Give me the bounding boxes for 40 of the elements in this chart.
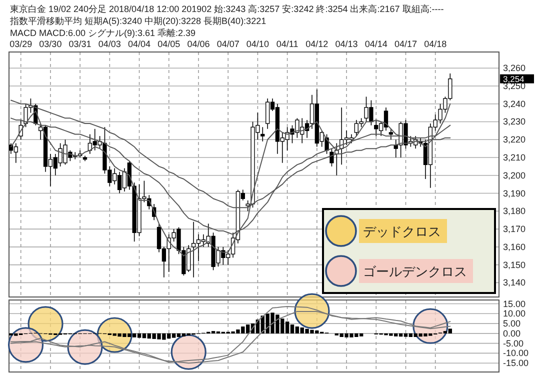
text: MACD MACD:6.00 シグナル(9):3.61 乖離:2.39 — [10, 28, 196, 38]
x-tick-label: 04/07 — [216, 39, 240, 49]
x-tick-label: 04/14 — [364, 39, 388, 49]
legend-label: デッドクロス — [363, 224, 441, 239]
x-tick-label: 04/03 — [98, 39, 121, 49]
y-tick-label: 5.00 — [503, 318, 521, 329]
y-tick-label: 3,150 — [503, 260, 526, 270]
chart-title: 東京白金 19/02 240分足 2018/04/18 12:00 201902 始:3243 高:3257 安:3242 終:3254 出来高:2167 取組高:---- — [10, 4, 444, 14]
legend-label: ゴールデンクロス — [363, 264, 467, 279]
y-tick-label: -10.00 — [503, 348, 529, 358]
x-tick-label: 03/30 — [39, 39, 62, 49]
y-tick-label: 3,170 — [503, 224, 526, 234]
x-tick-label: 04/11 — [276, 39, 298, 49]
y-tick-label: 3,200 — [503, 170, 526, 180]
text: 3,254 — [503, 74, 525, 84]
y-tick-label: 10.00 — [503, 308, 526, 319]
x-tick-label: 04/13 — [335, 39, 358, 49]
y-tick-label: 15.00 — [503, 298, 526, 309]
x-tick-label: 04/05 — [158, 39, 180, 49]
chart-subtitle: 指数平滑移動平均 短期A(5):3240 中期(20):3228 長期B(40):3221 — [9, 16, 266, 26]
y-tick-label: 3,190 — [503, 188, 526, 198]
x-tick-label: 04/04 — [128, 39, 151, 49]
y-tick-label: -15.00 — [503, 358, 529, 368]
y-tick-label: 3,230 — [503, 116, 526, 127]
y-tick-label: 3,210 — [503, 152, 526, 163]
x-tick-label: 03/31 — [68, 39, 92, 49]
x-tick-label: 04/18 — [424, 39, 447, 49]
y-tick-label: -5.00 — [503, 338, 524, 348]
y-tick-label: 3,240 — [503, 98, 526, 109]
x-tick-label: 03/29 — [10, 39, 32, 49]
x-tick-label: 04/17 — [394, 39, 418, 49]
y-tick-label: 3,140 — [503, 278, 526, 288]
y-tick-label: 3,220 — [503, 134, 526, 145]
y-tick-label: 3,260 — [503, 63, 526, 74]
y-tick-label: 3,180 — [503, 206, 526, 216]
x-tick-label: 04/10 — [246, 39, 269, 49]
x-tick-label: 04/06 — [187, 39, 210, 49]
x-tick-label: 04/12 — [306, 39, 328, 49]
y-tick-label: 3,160 — [503, 242, 526, 252]
y-tick-label: 0.00 — [503, 328, 521, 338]
